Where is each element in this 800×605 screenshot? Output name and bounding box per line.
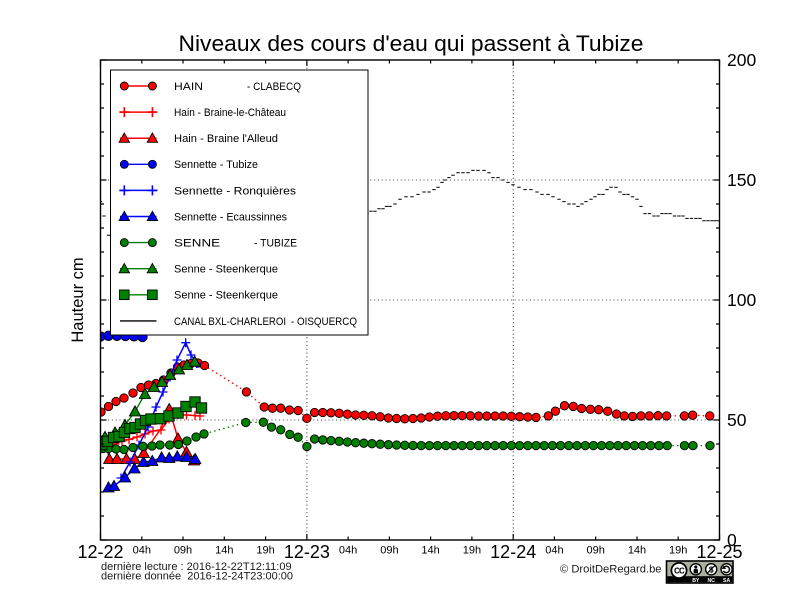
svg-text:09h: 09h <box>380 545 398 557</box>
svg-text:HAIN: HAIN <box>174 81 203 93</box>
svg-text:19h: 19h <box>669 545 687 557</box>
svg-text:Sennette - Tubize: Sennette - Tubize <box>174 159 258 171</box>
svg-text:CC: CC <box>674 567 685 576</box>
svg-text:12-24: 12-24 <box>490 542 536 562</box>
svg-text:0: 0 <box>727 530 737 550</box>
svg-text:Hain - Braine l'Alleud: Hain - Braine l'Alleud <box>174 133 278 145</box>
svg-text:100: 100 <box>727 290 756 310</box>
svg-text:19h: 19h <box>256 545 274 557</box>
svg-text:14h: 14h <box>628 545 646 557</box>
svg-text:09h: 09h <box>587 545 605 557</box>
svg-text:SENNE: SENNE <box>174 238 220 250</box>
svg-text:Niveaux des cours d'eau qui pa: Niveaux des cours d'eau qui passent à Tu… <box>179 31 644 56</box>
svg-text:Senne - Steenkerque: Senne - Steenkerque <box>174 264 278 276</box>
svg-text:- TUBIZE: - TUBIZE <box>254 238 297 250</box>
svg-text:Hauteur cm: Hauteur cm <box>69 257 87 342</box>
svg-text:12-22: 12-22 <box>77 542 123 562</box>
svg-text:14h: 14h <box>421 545 439 557</box>
svg-text:200: 200 <box>727 50 756 70</box>
svg-text:04h: 04h <box>545 545 563 557</box>
svg-text:Senne - Steenkerque: Senne - Steenkerque <box>174 290 278 302</box>
svg-text:CANAL BXL-CHARLEROI: CANAL BXL-CHARLEROI <box>174 316 286 328</box>
svg-text:- OISQUERCQ: - OISQUERCQ <box>291 316 357 328</box>
svg-text:BY: BY <box>692 578 700 584</box>
svg-text:04h: 04h <box>339 545 357 557</box>
svg-text:SA: SA <box>723 578 730 584</box>
svg-text:150: 150 <box>727 170 756 190</box>
svg-text:© DroitDeRegard.be: © DroitDeRegard.be <box>560 564 662 576</box>
svg-text:Sennette - Ronquières: Sennette - Ronquières <box>174 185 297 197</box>
svg-text:12-23: 12-23 <box>284 542 330 562</box>
svg-text:- CLABECQ: - CLABECQ <box>247 81 301 93</box>
svg-text:14h: 14h <box>215 545 233 557</box>
svg-text:50: 50 <box>727 410 747 430</box>
svg-text:04h: 04h <box>133 545 151 557</box>
svg-text:09h: 09h <box>174 545 192 557</box>
svg-text:12-25: 12-25 <box>696 542 742 562</box>
svg-text:NC: NC <box>707 578 715 584</box>
svg-text:Hain - Braine-le-Château: Hain - Braine-le-Château <box>174 107 286 119</box>
svg-text:dernière lecture : 2016-12-22T: dernière lecture : 2016-12-22T12:11:09 <box>101 561 292 573</box>
svg-text:19h: 19h <box>463 545 481 557</box>
svg-text:Sennette - Ecaussinnes: Sennette - Ecaussinnes <box>174 211 287 223</box>
svg-text:dernière donnée 2016-12-24T23: dernière donnée 2016-12-24T23:00:00 <box>101 571 293 583</box>
